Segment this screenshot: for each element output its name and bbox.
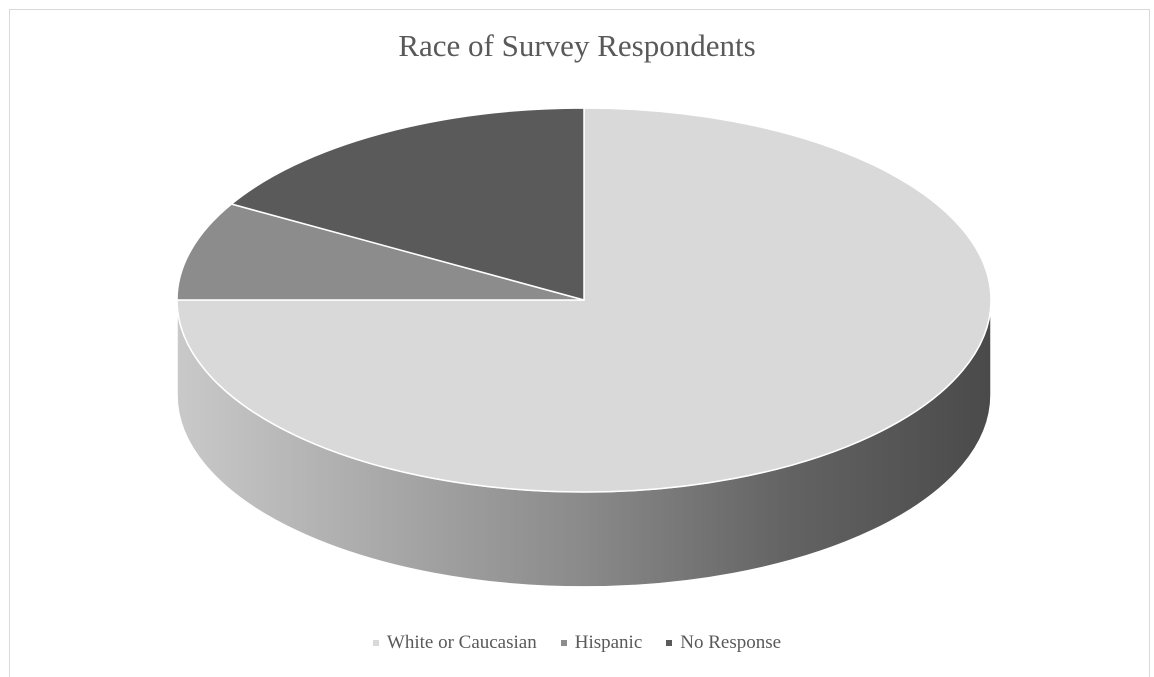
- pie-slice-hispanic: [176, 203, 585, 301]
- legend-item-hispanic: Hispanic: [560, 632, 643, 654]
- legend-label: Hispanic: [574, 632, 643, 653]
- legend-label: White or Caucasian: [386, 632, 537, 653]
- legend-item-white-or-caucasian: White or Caucasian: [372, 632, 537, 654]
- chart-title: Race of Survey Respondents: [398, 28, 756, 63]
- legend-swatch: [372, 640, 379, 646]
- legend-swatch: [560, 640, 567, 646]
- legend-swatch: [666, 640, 673, 646]
- legend-label: No Response: [680, 632, 782, 653]
- pie-slice-no-response: [229, 107, 585, 301]
- pie-slice-white-or-caucasian: [176, 107, 992, 493]
- legend: White or Caucasian Hispanic No Response: [0, 632, 1154, 654]
- legend-item-no-response: No Response: [666, 632, 781, 654]
- pie-top: [176, 107, 992, 493]
